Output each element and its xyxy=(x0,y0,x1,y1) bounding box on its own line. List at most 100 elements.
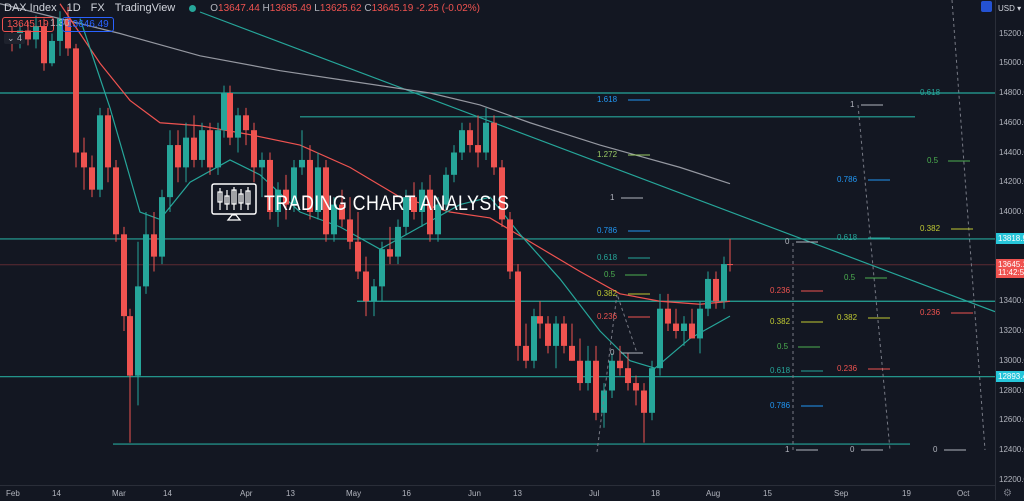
fib-level-label: 0.618 xyxy=(597,253,618,262)
candle-body xyxy=(221,93,227,131)
candle-body xyxy=(183,137,189,168)
fib-level-label: 0.786 xyxy=(597,226,618,235)
fib-level-label: 0.382 xyxy=(597,289,618,298)
candle-body xyxy=(227,93,233,138)
interval[interactable]: 1D xyxy=(66,2,81,14)
settings-gear-icon[interactable]: ⚙ xyxy=(1003,488,1012,499)
candle-body xyxy=(191,137,197,160)
price-label: 14200.00 xyxy=(999,177,1024,187)
watermark-text: TRADING CHART ANALYSIS xyxy=(264,192,510,215)
market-status-icon xyxy=(189,4,197,12)
fib-level-label: 0 xyxy=(933,445,938,454)
candle-body xyxy=(105,115,111,168)
candle-body xyxy=(121,234,127,317)
time-label: Jun xyxy=(468,489,481,498)
candle-body xyxy=(331,204,337,235)
watermark: TRADING CHART ANALYSIS xyxy=(210,182,553,226)
price-label: 13200.00 xyxy=(999,326,1024,335)
candle-body xyxy=(73,48,79,153)
time-label: 14 xyxy=(163,489,172,498)
fib-level-label: 1 xyxy=(785,445,790,454)
chart-canvas[interactable] xyxy=(0,0,995,485)
compare-icon[interactable] xyxy=(981,1,992,12)
candle-body xyxy=(355,241,361,272)
candle-body xyxy=(243,115,249,131)
candle-body xyxy=(459,130,465,153)
candle-body xyxy=(379,249,385,287)
price-tag: 11:42:58 xyxy=(996,266,1024,278)
candle-body xyxy=(593,360,599,413)
symbol-name[interactable]: DAX Index xyxy=(4,2,57,14)
indicators-collapse-toggle[interactable]: ⌄ 4 xyxy=(4,33,26,44)
candle-body xyxy=(89,167,95,190)
candle-body xyxy=(483,122,489,153)
spread-value: 1.30 xyxy=(50,18,70,29)
candle-body xyxy=(419,189,425,212)
candle-body xyxy=(299,159,305,168)
price-label: 12200.00 xyxy=(999,474,1024,484)
time-label: 18 xyxy=(651,489,660,498)
fib-level-label: 0.786 xyxy=(770,401,791,410)
time-label: Apr xyxy=(240,489,253,498)
price-axis[interactable] xyxy=(995,0,1024,500)
candle-body xyxy=(387,249,393,257)
candle-body xyxy=(199,130,205,160)
candle-body xyxy=(721,264,727,302)
fib-level-label: 0.5 xyxy=(927,156,939,165)
candle-body xyxy=(507,219,513,272)
candle-body xyxy=(625,368,631,384)
time-label: 13 xyxy=(286,489,295,498)
fib-level-label: 0.618 xyxy=(920,88,941,97)
candle-body xyxy=(33,26,39,40)
fib-level-label: 0.236 xyxy=(837,364,858,373)
fib-level-label: 1 xyxy=(610,193,615,202)
fib-level-label: 0.786 xyxy=(837,175,858,184)
sell-button[interactable]: 13645.19 xyxy=(2,17,54,32)
buy-button[interactable]: 13646.49 xyxy=(62,17,114,32)
candle-body xyxy=(363,271,369,302)
candle-body xyxy=(291,167,297,205)
candle-body xyxy=(689,323,695,339)
time-label: Aug xyxy=(706,489,721,498)
candle-body xyxy=(657,308,663,369)
candle-body xyxy=(523,345,529,361)
time-label: 16 xyxy=(402,489,411,498)
indicator-count: 4 xyxy=(17,33,23,43)
candle-body xyxy=(499,167,505,220)
candle-body xyxy=(259,159,265,168)
time-axis[interactable]: Feb 14 Mar 14 Apr 13 May 16 Jun 13 Jul 18 Aug 15 Sep 19… xyxy=(0,485,995,501)
currency-selector[interactable]: USD ▾ xyxy=(998,4,1022,13)
candle-body xyxy=(403,197,409,227)
candle-body xyxy=(617,360,623,369)
candle-body xyxy=(395,226,401,257)
time-label: 19 xyxy=(902,489,911,498)
fib-level-label: 0.236 xyxy=(597,312,618,321)
candle-body xyxy=(167,145,173,198)
price-label: 14800.00 xyxy=(999,88,1024,97)
candle-body xyxy=(713,278,719,302)
candle-body xyxy=(601,390,607,413)
fib-level-label: 0.5 xyxy=(604,270,616,279)
fib-level-label: 1.272 xyxy=(597,150,618,159)
candle-body xyxy=(451,152,457,175)
candle-body xyxy=(681,323,687,331)
trendline xyxy=(199,11,995,313)
price-tag: 13645.19 xyxy=(996,258,1024,270)
time-label: 13 xyxy=(513,489,522,498)
time-label: 15 xyxy=(763,489,772,498)
candle-body xyxy=(57,18,63,41)
candle-body xyxy=(143,234,149,287)
fib-level-label: 0.618 xyxy=(770,366,791,375)
fib-level-label: 0.236 xyxy=(920,308,941,317)
candle-body xyxy=(283,189,289,205)
candle-body xyxy=(727,264,733,266)
price-label: 14600.00 xyxy=(999,117,1024,127)
price-tag: 13818.93 xyxy=(996,232,1024,244)
candle-body xyxy=(175,145,181,168)
price-label: 13000.00 xyxy=(999,355,1024,365)
candle-body xyxy=(371,286,377,302)
candle-body xyxy=(705,278,711,309)
candle-body xyxy=(235,115,241,138)
candle-body xyxy=(411,197,417,212)
candle-body xyxy=(275,189,281,212)
